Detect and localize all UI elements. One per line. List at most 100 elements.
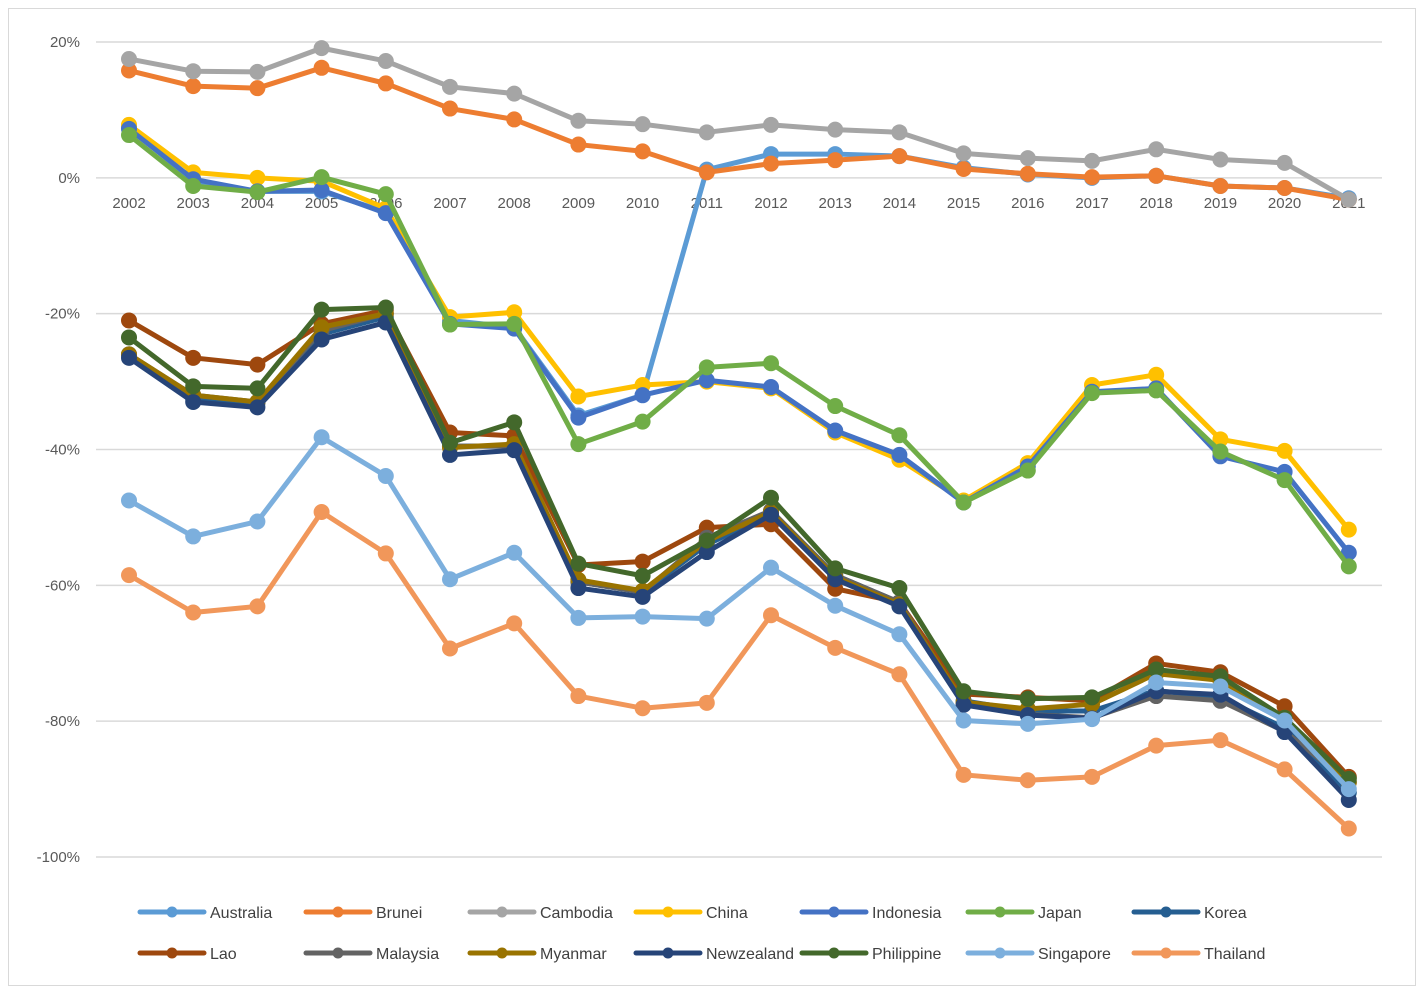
y-tick-label: -80% [45,713,80,730]
x-tick-label: 2015 [947,195,980,212]
data-point [442,100,458,117]
legend-item: Malaysia [303,946,439,963]
data-point [506,442,523,459]
data-point [1212,443,1229,460]
data-point [377,186,394,203]
x-tick-label: 2013 [819,195,852,212]
data-point [185,349,202,366]
data-point [313,169,330,186]
series-line [126,307,1352,780]
data-point [313,182,330,199]
data-point [1276,472,1293,489]
legend-label: Philippine [872,946,941,963]
data-point [185,78,202,95]
data-point [442,640,458,657]
series-line [126,509,1352,831]
legend-label: Newzealand [706,946,794,963]
data-point [313,503,330,520]
data-point [1212,732,1229,749]
data-point [827,422,844,439]
data-point [891,427,908,444]
data-point [634,413,651,430]
data-point [955,766,972,783]
legend-swatch-marker [166,947,178,959]
data-point [1084,385,1100,402]
data-point [121,312,137,329]
data-point [891,148,908,165]
data-point [570,136,587,153]
legend-swatch-marker [496,906,508,918]
data-point [442,571,458,588]
data-point [955,161,972,178]
x-tick-label: 2008 [498,195,531,212]
data-point [634,588,651,605]
legend-label: Malaysia [376,946,439,963]
data-point [570,609,587,626]
series-line [126,45,1352,203]
series-cambodia [121,40,1357,208]
data-point [506,414,523,431]
legend-swatch-marker [496,947,508,959]
legend-item: Thailand [1131,946,1265,963]
data-point [570,388,587,405]
legend-label: Indonesia [872,905,941,922]
data-point [377,53,394,70]
data-point [185,177,202,194]
data-point [698,532,715,549]
data-point [763,559,779,576]
data-point [763,489,779,506]
data-point [313,40,330,57]
data-point [506,315,523,332]
legend-item: Singapore [965,946,1111,963]
data-point [698,372,715,389]
data-point [827,121,844,138]
legend-item: Philippine [799,946,941,963]
data-point [506,615,523,632]
data-point [506,85,523,102]
y-tick-label: -100% [37,849,80,866]
data-point [313,301,330,318]
legend-item: Korea [1131,905,1247,922]
data-point [1212,151,1229,168]
series-japan [121,127,1357,575]
legend-label: Japan [1038,905,1082,922]
series-australia [121,118,1357,424]
data-point [634,143,651,160]
data-point [1019,715,1036,732]
data-point [1340,820,1357,837]
series-lines [121,40,1357,837]
data-point [442,446,458,463]
series-singapore [121,429,1357,798]
data-point [570,555,587,572]
legend-swatch-marker [994,906,1006,918]
legend-label: Cambodia [540,905,613,922]
x-tick-label: 2009 [562,195,595,212]
data-point [698,694,715,711]
legend-label: Lao [210,946,237,963]
data-point [634,116,651,133]
data-point [1148,167,1165,184]
legend-item: Australia [137,905,272,922]
data-point [442,78,458,95]
legend-swatch-marker [662,906,674,918]
data-point [121,329,137,346]
data-point [763,607,779,624]
data-point [1276,180,1293,197]
data-point [377,299,394,316]
data-point [570,436,587,453]
data-point [827,560,844,577]
data-point [763,506,779,523]
legend-label: Korea [1204,905,1247,922]
data-point [763,355,779,372]
data-point [634,608,651,625]
data-point [891,580,908,597]
data-point [1148,661,1165,678]
x-tick-label: 2004 [241,195,274,212]
data-point [249,63,266,80]
y-axis: 20% 0% -20% -40% -60% -80% -100% [37,34,80,866]
y-tick-label: -20% [45,306,80,323]
data-point [1340,521,1357,538]
data-point [634,700,651,717]
data-point [121,567,137,584]
